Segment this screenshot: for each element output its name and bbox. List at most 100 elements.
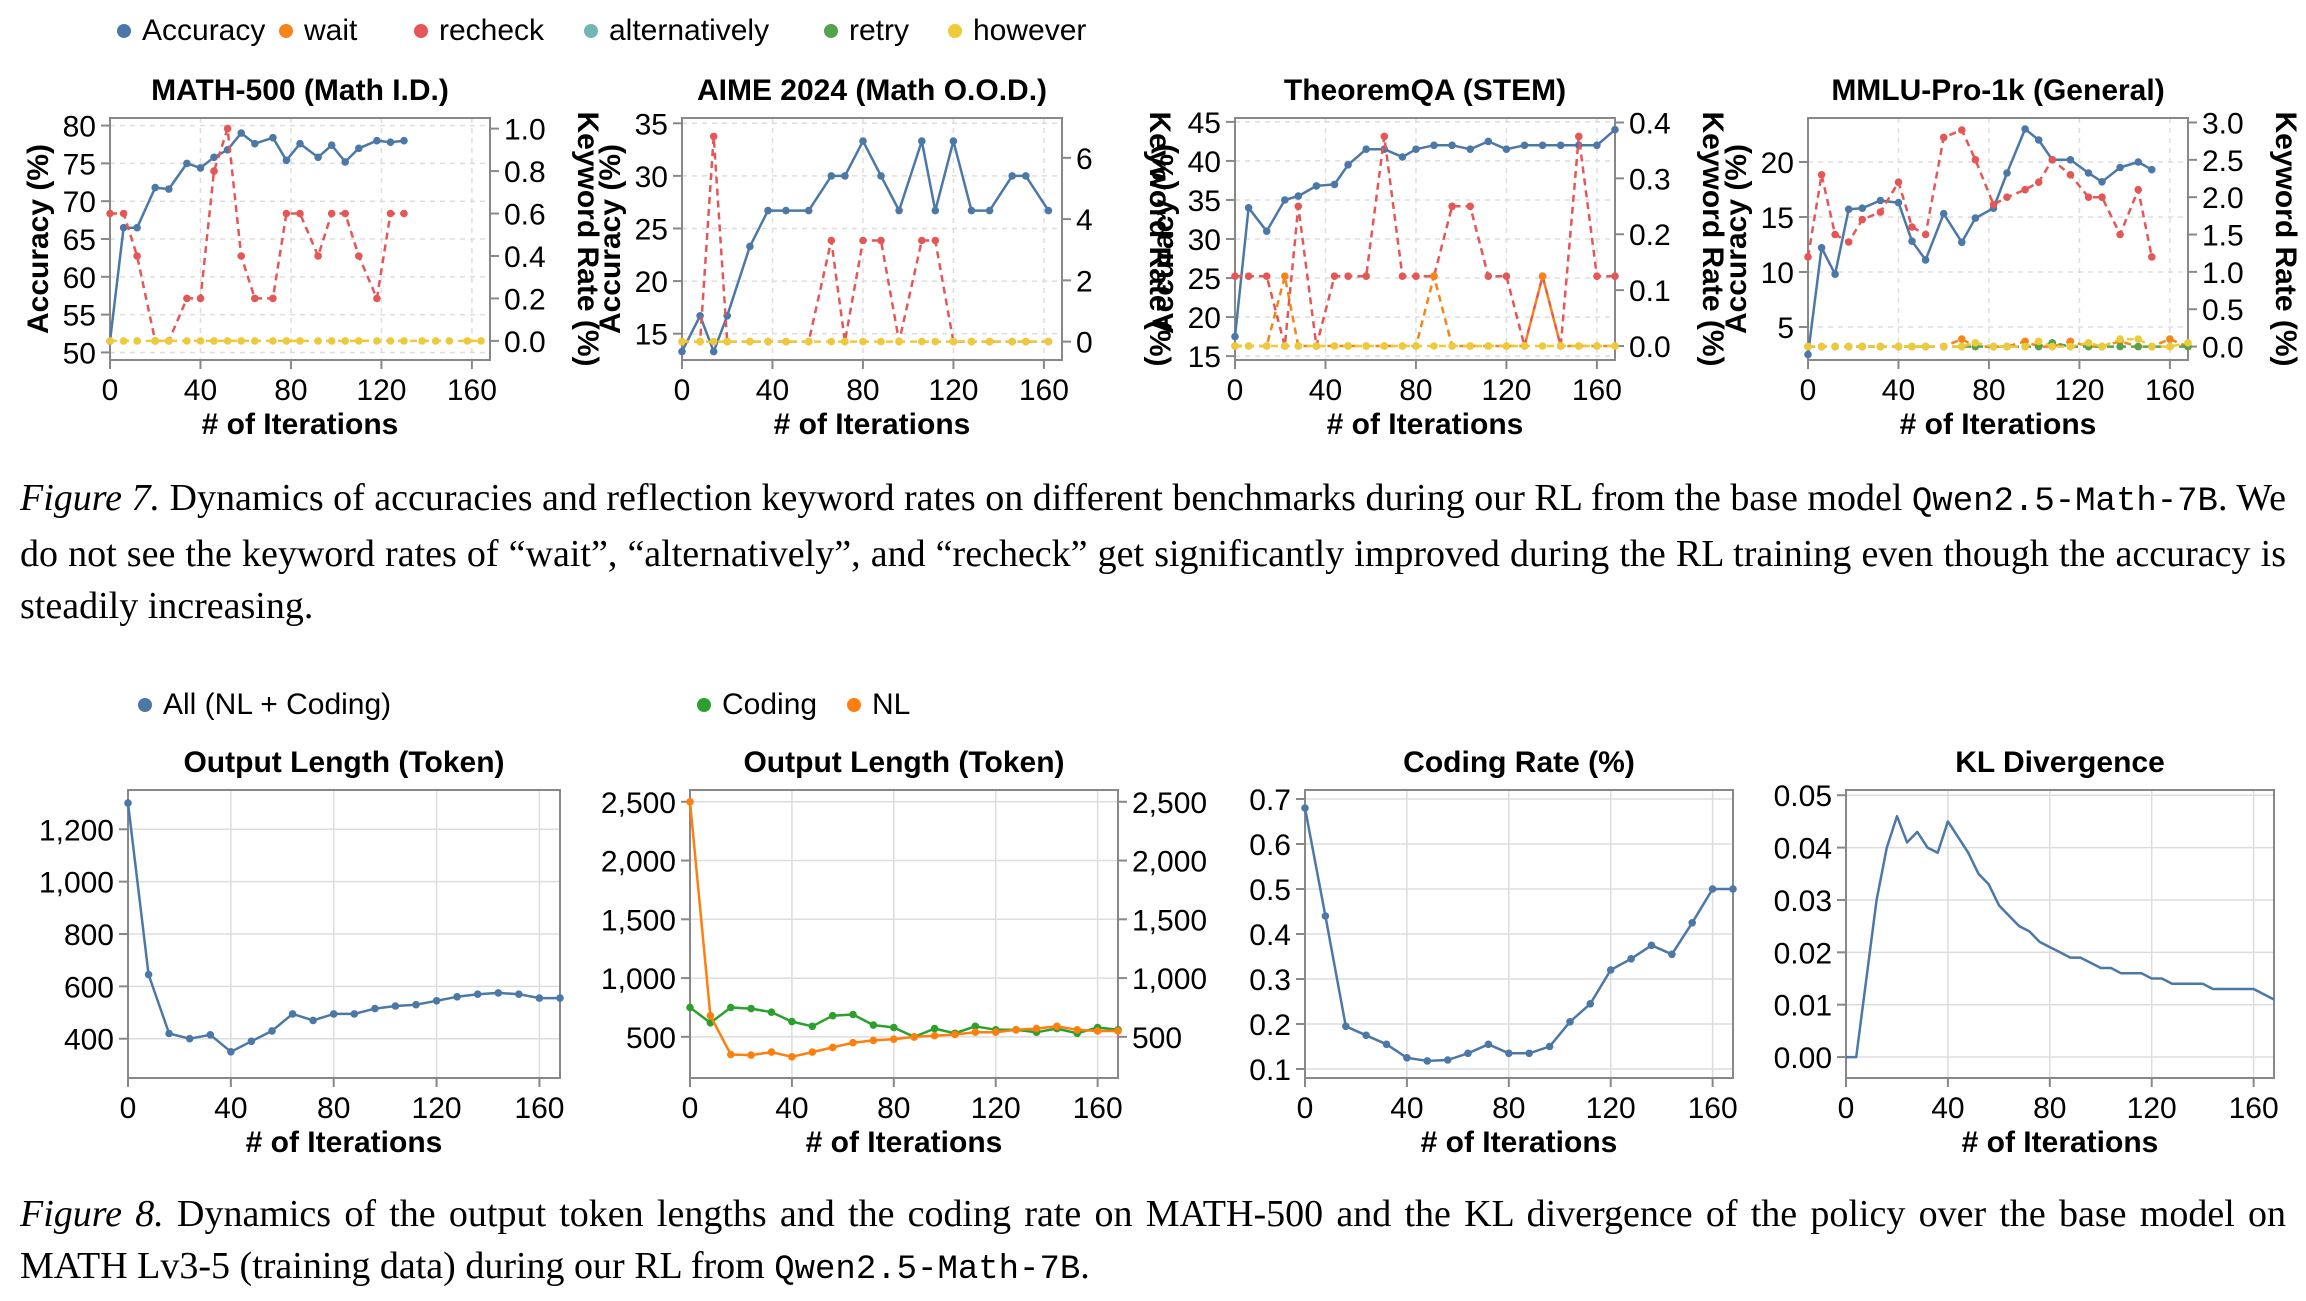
- x-tick-label: 0: [1297, 1092, 1314, 1125]
- series-point-accuracy: [2034, 136, 2043, 144]
- y-tick-label: 15: [1761, 202, 1794, 235]
- series-point-however: [400, 337, 408, 345]
- series-point-accuracy: [327, 141, 336, 149]
- y-tick-label: 0.03: [1774, 885, 1832, 918]
- y-tick-label: 0.02: [1774, 937, 1832, 970]
- legend-marker-wait: [279, 24, 293, 38]
- series-point-all-nl-coding: [185, 1034, 194, 1043]
- series-point-recheck: [282, 209, 291, 218]
- x-tick-label: 0: [1227, 374, 1244, 407]
- series-point-coding-rate: [1403, 1054, 1411, 1062]
- series-point-however: [1412, 342, 1420, 350]
- chart-title: AIME 2024 (Math O.O.D.): [697, 74, 1047, 107]
- legend-label-accuracy: Accuracy: [142, 14, 265, 47]
- series-point-accuracy: [400, 136, 408, 145]
- x-tick-label: 160: [1019, 374, 1069, 407]
- series-point-recheck: [355, 252, 363, 260]
- y-tick-label: 0.01: [1774, 990, 1832, 1023]
- series-point-all-nl-coding: [329, 1010, 338, 1018]
- y2-tick-label: 0.4: [504, 241, 546, 274]
- series-point-accuracy: [237, 129, 245, 137]
- legend-marker-alternatively: [584, 24, 598, 38]
- series-point-coding: [767, 1008, 776, 1016]
- x-tick-label: 40: [1390, 1092, 1423, 1125]
- x-tick-label: 160: [514, 1092, 564, 1125]
- y-tick-label: 400: [64, 1024, 114, 1057]
- series-point-however: [746, 337, 754, 346]
- series-point-however: [1044, 337, 1053, 346]
- series-point-all-nl-coding: [227, 1048, 235, 1056]
- series-point-all-nl-coding: [556, 994, 564, 1002]
- series-point-however: [1921, 342, 1930, 351]
- series-point-accuracy: [151, 183, 159, 192]
- series-point-coding-rate: [1464, 1049, 1472, 1058]
- series-point-accuracy: [1520, 141, 1529, 150]
- chart-title: Output Length (Token): [183, 746, 504, 779]
- series-point-accuracy: [386, 138, 395, 146]
- series-point-however: [1817, 342, 1826, 351]
- x-tick-label: 160: [2229, 1092, 2279, 1125]
- series-point-however: [1294, 342, 1303, 350]
- series-point-however: [877, 337, 885, 346]
- series-point-accuracy: [119, 223, 128, 232]
- y2-tick-label: 0.0: [2202, 332, 2244, 365]
- series-line-kl-divergence: [1846, 814, 2275, 1059]
- series-point-all-nl-coding: [515, 990, 523, 998]
- y-tick-label: 70: [63, 186, 96, 219]
- series-point-accuracy: [1008, 172, 1016, 180]
- series-point-accuracy: [133, 223, 141, 232]
- chart-title: KL Divergence: [1955, 746, 2165, 779]
- series-point-accuracy: [2148, 165, 2156, 174]
- series-point-however: [1430, 342, 1438, 350]
- series-point-nl: [971, 1028, 980, 1036]
- series-point-however: [418, 337, 426, 345]
- series-point-however: [282, 337, 291, 345]
- y-tick-label: 30: [1188, 224, 1221, 257]
- x-tick-label: 120: [1481, 374, 1531, 407]
- series-point-accuracy: [841, 172, 849, 180]
- series-point-however: [2148, 342, 2156, 351]
- x-tick-label: 120: [971, 1092, 1021, 1125]
- y2-tick-label: 1.0: [504, 114, 546, 147]
- legend-marker-retry: [824, 24, 838, 38]
- series-line-all-nl-coding: [126, 802, 560, 1054]
- y2-tick-label: 1,500: [1132, 904, 1207, 937]
- series-point-accuracy: [1412, 145, 1420, 153]
- series-point-accuracy: [1022, 172, 1030, 180]
- series-point-accuracy: [2116, 163, 2124, 172]
- series-point-however: [1484, 342, 1493, 350]
- series-point-however: [196, 337, 205, 345]
- series-point-however: [1556, 342, 1565, 350]
- series-point-recheck: [1908, 223, 1916, 231]
- series-point-accuracy: [678, 347, 686, 356]
- series-point-wait: [2166, 335, 2174, 343]
- x-tick-label: 120: [412, 1092, 462, 1125]
- series-point-nl: [1114, 1027, 1122, 1035]
- series-point-accuracy: [2084, 169, 2093, 177]
- x-tick-label: 0: [1838, 1092, 1855, 1125]
- series-point-accuracy: [251, 139, 259, 148]
- series-point-recheck: [1502, 272, 1511, 281]
- x-tick-label: 80: [2033, 1092, 2066, 1125]
- y2-axis-label: Keyword Rate (%): [1143, 111, 1176, 366]
- series-point-however: [386, 337, 395, 345]
- series-point-accuracy: [746, 242, 754, 251]
- series-point-wait: [2066, 337, 2075, 346]
- series-point-coding: [930, 1024, 939, 1033]
- x-tick-label: 80: [317, 1092, 350, 1125]
- series-point-nl: [727, 1050, 735, 1059]
- series-point-recheck: [296, 209, 304, 218]
- series-point-recheck: [1971, 156, 1980, 164]
- series-point-recheck: [1330, 272, 1339, 281]
- legend-marker-recheck: [414, 24, 428, 38]
- series-point-accuracy: [949, 137, 958, 145]
- y-tick-label: 25: [1188, 263, 1221, 296]
- y-tick-label: 35: [1188, 185, 1221, 218]
- y-tick-label: 0.00: [1774, 1042, 1832, 1075]
- series-point-recheck: [341, 209, 350, 218]
- series-line-coding: [689, 1006, 1119, 1039]
- series-point-accuracy: [1908, 237, 1916, 245]
- series-point-recheck: [1484, 272, 1493, 281]
- series-point-recheck: [1804, 253, 1812, 261]
- series-point-however: [1344, 342, 1352, 350]
